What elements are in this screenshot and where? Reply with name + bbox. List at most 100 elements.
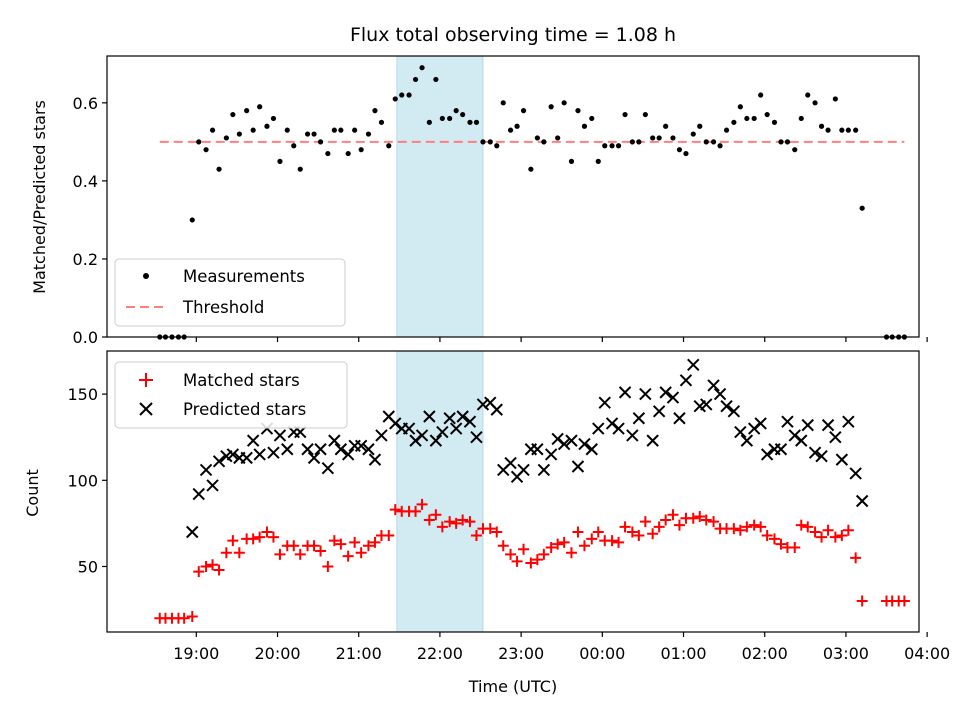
predicted-star-point: [781, 415, 794, 428]
predicted-star-point: [281, 443, 294, 456]
matched-star-point: [383, 529, 395, 541]
matched-star-point: [626, 526, 638, 538]
measurement-point: [419, 65, 425, 71]
measurement-point: [845, 127, 851, 133]
matched-star-point: [633, 529, 645, 541]
matched-star-point: [836, 529, 848, 541]
measurement-point: [548, 104, 554, 110]
matched-star-point: [565, 547, 577, 559]
measurement-point: [338, 127, 344, 133]
matched-star-point: [809, 526, 821, 538]
measurement-point: [325, 150, 331, 157]
predicted-star-point: [368, 453, 382, 466]
predicted-star-point: [240, 451, 253, 465]
measurement-point: [406, 92, 412, 98]
measurement-point: [541, 139, 547, 145]
predicted-star-point: [531, 443, 544, 456]
measurement-point: [534, 135, 540, 141]
measurement-point: [284, 127, 290, 133]
measurement-point: [697, 123, 703, 129]
y-tick-label: 150: [67, 385, 98, 404]
x-tick-label: 01:00: [660, 644, 706, 663]
measurement-point: [737, 104, 743, 110]
predicted-star-point: [687, 358, 700, 371]
matched-star-point: [355, 547, 367, 559]
matched-star-point: [572, 526, 584, 538]
matched-star-point: [362, 540, 374, 552]
measurement-point: [723, 127, 730, 133]
measurement-point: [589, 115, 595, 122]
measurement-point: [798, 115, 804, 122]
predicted-star-point: [362, 443, 375, 456]
predicted-star-point: [720, 399, 733, 413]
measurement-point: [751, 115, 757, 122]
bottom-axes-frame: [106, 350, 920, 633]
matched-star-point: [761, 529, 773, 541]
predicted-star-point: [537, 463, 551, 477]
predicted-star-point: [754, 417, 767, 430]
measurement-point: [500, 100, 506, 106]
measurement-point: [412, 76, 419, 83]
measurement-point: [839, 127, 845, 133]
y-tick-label: 100: [67, 471, 98, 490]
matched-star-point: [274, 548, 286, 560]
matched-star-point: [856, 595, 868, 607]
predicted-star-point: [186, 525, 199, 539]
matched-star-point: [335, 538, 347, 550]
matched-star-point: [410, 505, 422, 517]
predicted-star-point: [666, 391, 680, 404]
matched-star-point: [369, 536, 381, 548]
measurement-point: [426, 119, 432, 125]
legend-measurements-label: Measurements: [183, 267, 305, 286]
matched-star-point: [328, 535, 340, 547]
matched-star-point: [619, 521, 631, 533]
measurement-point: [487, 139, 493, 145]
matched-star-point: [342, 550, 354, 562]
predicted-star-point: [246, 434, 260, 447]
x-tick-label: 20:00: [254, 644, 300, 663]
measurement-point: [642, 111, 648, 118]
measurement-point: [473, 119, 480, 125]
predicted-star-point: [334, 443, 348, 456]
measurement-point: [656, 135, 662, 141]
matched-star-point: [673, 519, 685, 531]
measurement-point: [758, 92, 764, 98]
measurement-point: [392, 96, 398, 102]
predicted-star-point: [849, 467, 862, 480]
matched-star-point: [518, 543, 530, 555]
measurement-point: [514, 123, 520, 129]
matched-star-point: [653, 521, 665, 533]
predicted-star-point: [415, 429, 429, 442]
legend-predicted-label: Predicted stars: [183, 400, 306, 419]
matched-star-point: [288, 540, 300, 552]
predicted-star-point: [632, 412, 646, 425]
y-tick-label: 0.6: [73, 94, 98, 113]
predicted-star-point: [429, 434, 443, 447]
matched-star-point: [430, 509, 442, 521]
measurement-point: [792, 147, 798, 153]
predicted-star-point: [646, 434, 659, 447]
x-tick-label: 03:00: [823, 644, 869, 663]
predicted-star-point: [314, 443, 327, 456]
predicted-star-points: [186, 358, 869, 539]
measurement-point: [520, 108, 527, 114]
measurement-point: [277, 158, 283, 164]
matched-star-point: [294, 548, 306, 560]
measurement-point: [575, 108, 581, 114]
predicted-star-point: [673, 412, 686, 425]
x-tick-label: 02:00: [742, 644, 788, 663]
measurement-point: [189, 217, 195, 223]
predicted-star-point: [700, 398, 713, 411]
matched-star-point: [436, 521, 448, 533]
matched-star-point: [592, 526, 604, 538]
matched-star-point: [220, 547, 232, 559]
measurement-point: [581, 123, 588, 129]
matched-star-point: [687, 512, 699, 524]
matched-star-point: [247, 533, 259, 545]
matched-star-point: [389, 504, 401, 516]
predicted-star-point: [253, 448, 266, 461]
measurement-point: [447, 115, 453, 122]
measurement-point: [629, 139, 635, 145]
matched-star-point: [531, 554, 543, 566]
